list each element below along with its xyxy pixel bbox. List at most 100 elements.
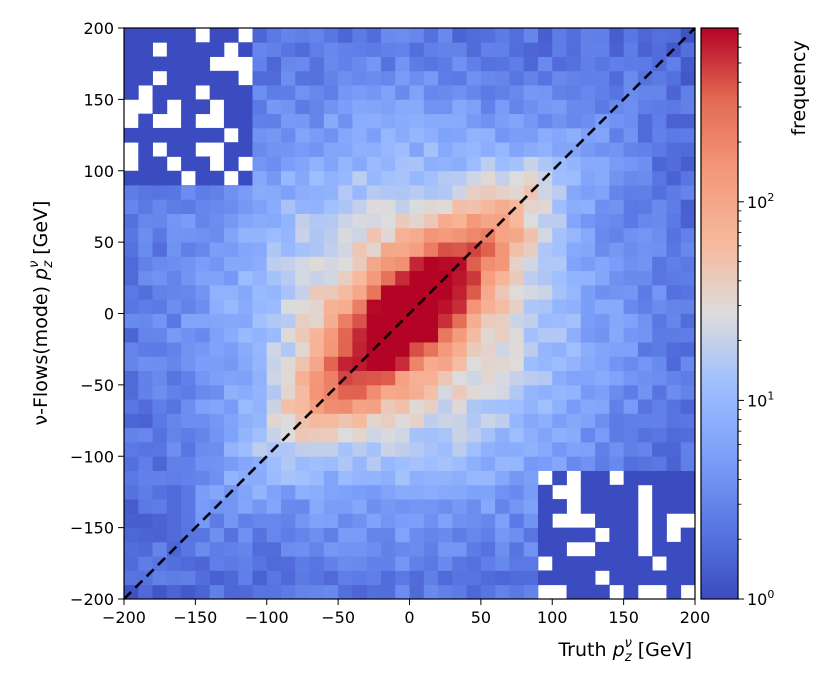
heatmap-cell [495, 570, 510, 586]
heatmap-cell [252, 28, 268, 43]
heatmap-cell [252, 299, 268, 314]
heatmap-cell [309, 313, 325, 329]
heatmap-cell [509, 113, 525, 129]
heatmap-cell [380, 185, 396, 200]
heatmap-cell [552, 199, 567, 214]
heatmap-cell [480, 213, 496, 229]
heatmap-cell [252, 56, 268, 72]
heatmap-cell [152, 541, 168, 557]
heatmap-cell [309, 142, 325, 157]
heatmap-cell [338, 42, 353, 57]
heatmap-cell [609, 284, 625, 300]
heatmap-cell [181, 427, 196, 443]
x-tick-label: 200 [680, 608, 711, 627]
heatmap-cell [166, 256, 182, 272]
heatmap-cell [166, 570, 182, 586]
heatmap-cell [495, 284, 510, 300]
heatmap-cell [395, 142, 410, 157]
heatmap-cell [480, 56, 496, 72]
heatmap-cell [680, 470, 696, 486]
heatmap-cell [652, 427, 667, 443]
heatmap-cell [323, 256, 339, 272]
heatmap-cell [680, 142, 696, 157]
heatmap-cell [537, 213, 553, 229]
heatmap-cell [495, 199, 510, 214]
heatmap-cell [152, 513, 168, 529]
heatmap-cell [595, 342, 610, 357]
heatmap-cell [323, 113, 339, 129]
heatmap-cell [680, 541, 696, 557]
heatmap-cell [637, 242, 653, 257]
heatmap-cell [380, 170, 396, 186]
heatmap-cell [423, 99, 439, 115]
heatmap-cell [423, 85, 439, 100]
heatmap-cell [466, 456, 482, 471]
colorbar-tick-label: 100 [747, 588, 774, 609]
heatmap-cell [409, 327, 425, 343]
heatmap-cell [509, 399, 525, 414]
heatmap-cell [537, 156, 553, 172]
heatmap-cell [380, 413, 396, 429]
heatmap-cell [323, 213, 339, 229]
heatmap-cell [152, 327, 168, 343]
heatmap-cell [480, 85, 496, 100]
heatmap-cell [652, 156, 667, 172]
heatmap-cell [623, 256, 639, 272]
heatmap-cell [409, 99, 425, 115]
heatmap-cell [466, 185, 482, 200]
heatmap-cell [495, 42, 510, 57]
heatmap-cell [438, 199, 453, 214]
heatmap-cell [438, 370, 453, 386]
heatmap-cell [380, 570, 396, 586]
heatmap-cell [680, 527, 696, 543]
heatmap-cell [438, 42, 453, 57]
heatmap-cell [609, 456, 625, 471]
diagonal-reference-line [123, 27, 696, 600]
heatmap-cell [166, 28, 182, 43]
heatmap-cell [338, 584, 353, 600]
heatmap-cell [366, 456, 382, 471]
heatmap-cell [580, 284, 596, 300]
heatmap-cell [566, 156, 582, 172]
heatmap-cell [338, 56, 353, 72]
heatmap-cell [680, 127, 696, 143]
heatmap-cell [495, 499, 510, 514]
heatmap-cell [181, 256, 196, 272]
heatmap-cell [480, 70, 496, 86]
heatmap-cell [466, 370, 482, 386]
heatmap-cell [124, 470, 139, 486]
heatmap-cell [423, 413, 439, 429]
heatmap-cell [537, 199, 553, 214]
heatmap-cell [552, 570, 567, 586]
heatmap-cell [637, 42, 653, 57]
heatmap-cell [609, 28, 625, 43]
heatmap-cell [309, 370, 325, 386]
heatmap-cell [309, 384, 325, 400]
heatmap-cell [380, 256, 396, 272]
heatmap-cell [152, 99, 168, 115]
heatmap-cell [523, 270, 539, 286]
heatmap-cell [552, 256, 567, 272]
heatmap-cell [238, 484, 253, 500]
heatmap-cell [480, 456, 496, 471]
heatmap-cell [223, 85, 239, 100]
heatmap-cell [409, 370, 425, 386]
heatmap-cell [509, 142, 525, 157]
heatmap-cell [666, 356, 682, 372]
heatmap-cell [152, 56, 168, 72]
heatmap-cell [552, 384, 567, 400]
heatmap-cell [680, 170, 696, 186]
heatmap-cell [323, 99, 339, 115]
heatmap-cell [181, 399, 196, 414]
heatmap-cell [209, 513, 225, 529]
heatmap-cell [537, 127, 553, 143]
heatmap-cell [295, 170, 310, 186]
heatmap-cell [438, 313, 453, 329]
heatmap-cell [409, 42, 425, 57]
heatmap-cell [309, 456, 325, 471]
heatmap-cell [295, 127, 310, 143]
heatmap-cell [537, 85, 553, 100]
heatmap-cell [537, 570, 553, 586]
heatmap-cell [566, 384, 582, 400]
